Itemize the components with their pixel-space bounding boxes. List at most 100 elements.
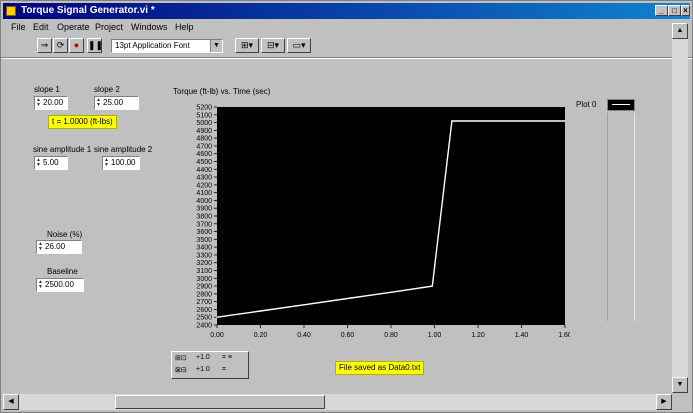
menu-help[interactable]: Help xyxy=(175,22,194,32)
pan-icon[interactable]: ⊠⊟ xyxy=(175,367,187,374)
toolbar-divider xyxy=(1,57,692,59)
y-tick-label: 2400 xyxy=(196,323,212,330)
x-tick-label: 1.00 xyxy=(428,332,442,339)
data-point xyxy=(303,304,305,306)
horizontal-scrollbar[interactable]: ◀ ▶ xyxy=(3,394,672,410)
x-scale-icon[interactable]: +1.0 xyxy=(196,354,210,361)
x-tick-label: 1.60 xyxy=(558,332,570,339)
maximize-button[interactable]: □ xyxy=(668,5,681,16)
graph-palette: ⊞⊡ ⊠⊟ +1.0 +1.0 ⌗ ≡ ⌗ xyxy=(171,351,249,379)
plot-legend-swatch[interactable] xyxy=(607,99,635,111)
data-point xyxy=(451,120,453,122)
x-tick-label: 0.60 xyxy=(341,332,355,339)
chart-title: Torque (ft-lb) vs. Time (sec) xyxy=(173,87,271,96)
title-bar: Torque Signal Generator.vi * _ □ × xyxy=(3,3,690,19)
y-tick-label: 3800 xyxy=(196,214,212,221)
scroll-left-icon[interactable]: ◀ xyxy=(3,394,19,410)
vi-icon xyxy=(6,6,16,16)
run-continuous-icon[interactable]: ⟳ xyxy=(53,38,68,53)
zoom-icon[interactable]: ⊞⊡ xyxy=(175,355,187,362)
y-tick-label: 3500 xyxy=(196,237,212,244)
y-scale-icon[interactable]: +1.0 xyxy=(196,366,210,373)
menu-project[interactable]: Project xyxy=(95,22,124,32)
window-title: Torque Signal Generator.vi * xyxy=(21,5,155,16)
x-tick-label: 1.20 xyxy=(471,332,485,339)
scroll-down-icon[interactable]: ▼ xyxy=(672,377,688,393)
reorder-icon[interactable]: ▭▾ xyxy=(287,38,311,53)
y-tick-label: 4700 xyxy=(196,143,212,150)
slope2-label: slope 2 xyxy=(94,85,120,94)
data-point xyxy=(477,120,479,122)
minimize-button[interactable]: _ xyxy=(655,5,668,16)
menu-windows[interactable]: Windows xyxy=(131,22,168,32)
y-tick-label: 3600 xyxy=(196,229,212,236)
plot-legend-label: Plot 0 xyxy=(576,100,597,109)
slope2-control[interactable]: ▲ ▼ 25.00 xyxy=(94,96,139,110)
slope1-value: 20.00 xyxy=(43,98,64,107)
scroll-up-icon[interactable]: ▲ xyxy=(672,23,688,39)
y-tick-label: 4600 xyxy=(196,151,212,158)
x-format-icon[interactable]: ⌗ ≡ xyxy=(222,354,232,361)
y-format-icon[interactable]: ⌗ xyxy=(222,366,226,373)
noise-control[interactable]: ▲ ▼ 26.00 xyxy=(36,240,82,254)
y-tick-label: 2800 xyxy=(196,291,212,298)
increment-icon[interactable]: ▲ ▼ xyxy=(104,157,109,168)
y-tick-label: 4500 xyxy=(196,159,212,166)
increment-icon[interactable]: ▲ ▼ xyxy=(36,157,41,168)
y-tick-label: 5000 xyxy=(196,120,212,127)
data-point xyxy=(346,297,349,300)
y-tick-label: 3200 xyxy=(196,260,212,267)
y-tick-label: 3300 xyxy=(196,252,212,259)
font-selector[interactable]: 13pt Application Font ▼ xyxy=(111,39,223,53)
vertical-scrollbar[interactable]: ▲ ▼ xyxy=(672,23,688,393)
legend-divider xyxy=(607,113,635,321)
pause-icon[interactable]: ❚❚ xyxy=(87,38,103,53)
toolbar: ⇒ ⟳ ● ❚❚ 13pt Application Font ▼ ⊞▾ ⊟▾ ▭… xyxy=(3,36,690,56)
data-point xyxy=(520,120,523,122)
increment-icon[interactable]: ▲ ▼ xyxy=(38,241,43,252)
menu-edit[interactable]: Edit xyxy=(33,22,49,32)
abort-icon[interactable]: ● xyxy=(69,38,84,53)
x-tick-label: 0.20 xyxy=(254,332,268,339)
y-tick-label: 5100 xyxy=(196,112,212,119)
y-tick-label: 4100 xyxy=(196,190,212,197)
align-objects-icon[interactable]: ⊞▾ xyxy=(235,38,259,53)
scroll-right-icon[interactable]: ▶ xyxy=(656,394,672,410)
scroll-thumb[interactable] xyxy=(115,395,325,409)
data-point xyxy=(216,316,218,318)
series-line xyxy=(216,120,565,318)
sine-amp2-value: 100.00 xyxy=(111,158,136,167)
data-point xyxy=(259,310,262,312)
baseline-value: 2500.00 xyxy=(45,280,74,289)
increment-icon[interactable]: ▲ ▼ xyxy=(38,279,43,290)
y-tick-label: 3700 xyxy=(196,221,212,228)
baseline-control[interactable]: ▲ ▼ 2500.00 xyxy=(36,278,84,292)
close-button[interactable]: × xyxy=(681,5,690,16)
slope1-control[interactable]: ▲ ▼ 20.00 xyxy=(34,96,68,110)
y-tick-label: 4300 xyxy=(196,175,212,182)
y-tick-label: 2900 xyxy=(196,284,212,291)
increment-icon[interactable]: ▲ ▼ xyxy=(96,97,101,108)
menu-file[interactable]: File xyxy=(11,22,26,32)
status-message: File saved as Data0.txt xyxy=(335,361,425,375)
data-point xyxy=(564,120,566,122)
menu-operate[interactable]: Operate xyxy=(57,22,90,32)
slope2-value: 25.00 xyxy=(103,98,124,107)
sine-amp1-control[interactable]: ▲ ▼ 5.00 xyxy=(34,156,68,170)
run-arrow-icon[interactable]: ⇒ xyxy=(37,38,52,53)
x-tick-label: 1.40 xyxy=(515,332,529,339)
y-tick-label: 3400 xyxy=(196,245,212,252)
increment-icon[interactable]: ▲ ▼ xyxy=(36,97,41,108)
sine-amp2-control[interactable]: ▲ ▼ 100.00 xyxy=(102,156,140,170)
y-tick-label: 4400 xyxy=(196,167,212,174)
distribute-objects-icon[interactable]: ⊟▾ xyxy=(261,38,285,53)
y-tick-label: 3900 xyxy=(196,206,212,213)
y-tick-label: 4200 xyxy=(196,182,212,189)
formula-indicator: t = 1.0000 (ft-lbs) xyxy=(48,115,117,129)
y-tick-label: 4000 xyxy=(196,198,212,205)
data-point xyxy=(390,291,392,293)
y-tick-label: 5200 xyxy=(196,105,212,112)
y-tick-label: 2700 xyxy=(196,299,212,306)
chevron-down-icon[interactable]: ▼ xyxy=(210,40,222,52)
